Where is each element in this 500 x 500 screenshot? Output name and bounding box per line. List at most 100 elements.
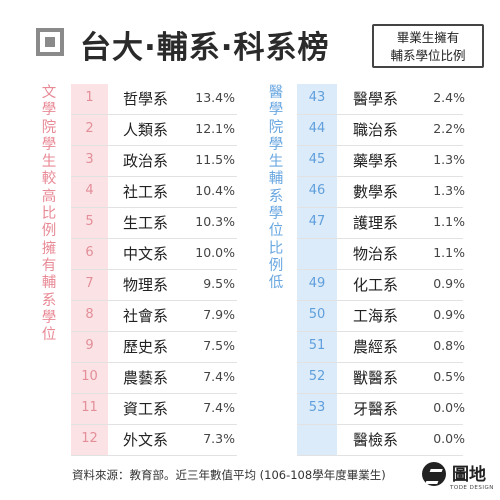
department-name: 醫學系 (353, 90, 399, 108)
rank-number: 53 (308, 400, 326, 415)
rank-number: 50 (308, 307, 326, 322)
page-title: 台大·輔系·科系榜 (80, 30, 330, 66)
department-name: 農經系 (353, 338, 399, 356)
department-name: 中文系 (123, 245, 169, 263)
legend-note-line2: 輔系學位比例 (390, 48, 466, 63)
department-name: 哲學系 (123, 90, 169, 108)
department-name: 農藝系 (123, 369, 169, 387)
legend-note: 畢業生擁有 輔系學位比例 (372, 24, 484, 68)
rank-number: 7 (85, 276, 94, 291)
table-row: 45 藥學系 1.3% (297, 146, 465, 177)
table-row: 43 醫學系 2.4% (297, 84, 465, 115)
rank-number: 46 (308, 183, 326, 198)
percentage-value: 9.5% (203, 276, 235, 291)
table-row: 8 社會系 7.9% (71, 301, 237, 332)
percentage-value: 11.5% (195, 152, 235, 167)
tode-logo-icon (422, 462, 446, 486)
department-name: 人類系 (123, 121, 169, 139)
table-row: 47 護理系 1.1% (297, 208, 465, 239)
percentage-value: 2.4% (433, 90, 465, 105)
table-row: 49 化工系 0.9% (297, 270, 465, 301)
percentage-value: 7.9% (203, 307, 235, 322)
percentage-value: 1.1% (433, 214, 465, 229)
percentage-value: 1.3% (433, 152, 465, 167)
table-row: 44 職治系 2.2% (297, 115, 465, 146)
rank-number: 11 (81, 400, 98, 415)
rank-number: 43 (308, 90, 326, 105)
brand-logo: 圖地 TODE DESIGN (422, 460, 496, 496)
table-row: 2 人類系 12.1% (71, 115, 237, 146)
department-name: 護理系 (353, 214, 399, 232)
table-row: 醫檢系 0.0% (297, 425, 465, 456)
square-title-icon (36, 28, 64, 56)
department-name: 政治系 (123, 152, 169, 170)
table-row: 11 資工系 7.4% (71, 394, 237, 425)
rank-number: 8 (85, 307, 94, 322)
table-row: 4 社工系 10.4% (71, 177, 237, 208)
source-note: 資料來源：教育部。近三年數值平均 (106-108學年度畢業生) (72, 468, 386, 482)
rank-number: 51 (308, 338, 326, 353)
department-name: 社工系 (123, 183, 169, 201)
right-rank-band (297, 84, 337, 456)
logo-text: 圖地 (452, 465, 486, 485)
department-name: 外文系 (123, 431, 169, 449)
department-name: 醫檢系 (353, 431, 399, 449)
rank-number: 2 (85, 121, 94, 136)
department-name: 物治系 (353, 245, 399, 263)
percentage-value: 0.9% (433, 276, 465, 291)
percentage-value: 7.4% (203, 400, 235, 415)
percentage-value: 1.1% (433, 245, 465, 260)
percentage-value: 0.9% (433, 307, 465, 322)
department-name: 物理系 (123, 276, 169, 294)
percentage-value: 10.4% (195, 183, 235, 198)
rank-number: 47 (308, 214, 326, 229)
department-name: 牙醫系 (353, 400, 399, 418)
department-name: 社會系 (123, 307, 169, 325)
department-name: 數學系 (353, 183, 399, 201)
rank-number: 52 (308, 369, 326, 384)
percentage-value: 12.1% (195, 121, 235, 136)
table-row: 7 物理系 9.5% (71, 270, 237, 301)
department-name: 獸醫系 (353, 369, 399, 387)
rank-number: 4 (85, 183, 94, 198)
logo-subtext: TODE DESIGN (450, 485, 494, 491)
table-row: 52 獸醫系 0.5% (297, 363, 465, 394)
table-row: 10 農藝系 7.4% (71, 363, 237, 394)
table-row: 6 中文系 10.0% (71, 239, 237, 270)
legend-note-line1: 畢業生擁有 (396, 30, 460, 45)
table-row: 3 政治系 11.5% (71, 146, 237, 177)
department-name: 職治系 (353, 121, 399, 139)
rank-number: 5 (85, 214, 94, 229)
percentage-value: 0.0% (433, 400, 465, 415)
table-row: 9 歷史系 7.5% (71, 332, 237, 363)
department-name: 歷史系 (123, 338, 169, 356)
percentage-value: 2.2% (433, 121, 465, 136)
percentage-value: 7.5% (203, 338, 235, 353)
table-row: 12 外文系 7.3% (71, 425, 237, 456)
department-name: 工海系 (353, 307, 399, 325)
right-ranking-table: 43 醫學系 2.4% 44 職治系 2.2% 45 藥學系 1.3% 46 數學系 1.3% … (297, 84, 465, 456)
percentage-value: 1.3% (433, 183, 465, 198)
left-vertical-label: 文學院學生較高比例擁有輔系學位 (41, 85, 57, 344)
department-name: 藥學系 (353, 152, 399, 170)
rank-number: 3 (85, 152, 94, 167)
table-row: 物治系 1.1% (297, 239, 465, 270)
rank-number: 12 (81, 431, 98, 446)
rank-number: 44 (308, 121, 326, 136)
department-name: 生工系 (123, 214, 169, 232)
header: 台大·輔系·科系榜 畢業生擁有 輔系學位比例 (0, 0, 500, 80)
percentage-value: 10.3% (195, 214, 235, 229)
department-name: 化工系 (353, 276, 399, 294)
percentage-value: 7.3% (203, 431, 235, 446)
rank-number: 10 (81, 369, 98, 384)
department-name: 資工系 (123, 400, 169, 418)
rank-number: 1 (85, 90, 94, 105)
percentage-value: 10.0% (195, 245, 235, 260)
right-vertical-label: 醫學院學生輔系學位比例低 (268, 85, 284, 292)
table-row: 53 牙醫系 0.0% (297, 394, 465, 425)
rank-number: 49 (308, 276, 326, 291)
table-row: 51 農經系 0.8% (297, 332, 465, 363)
table-row: 5 生工系 10.3% (71, 208, 237, 239)
percentage-value: 7.4% (203, 369, 235, 384)
percentage-value: 13.4% (195, 90, 235, 105)
